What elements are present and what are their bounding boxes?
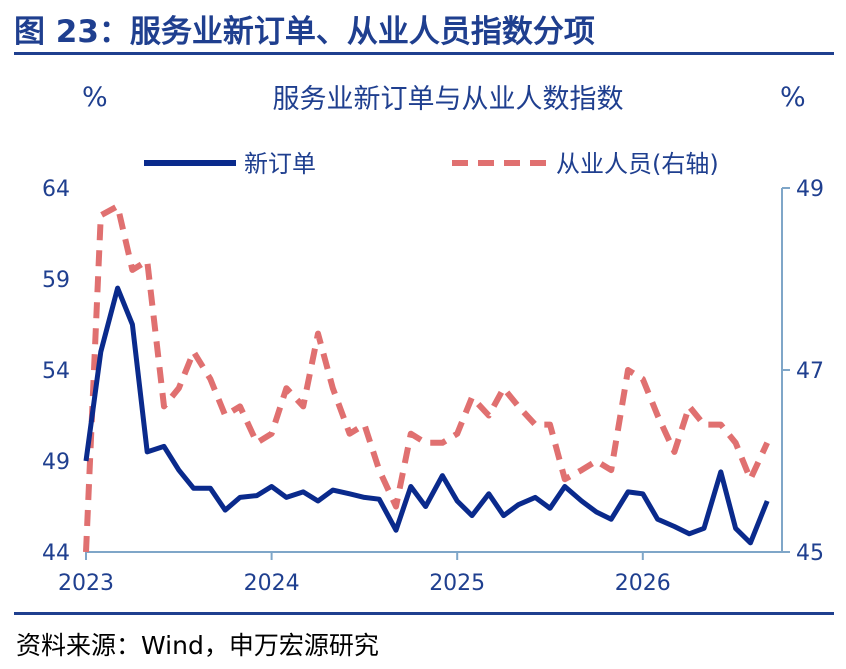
title-rule [14,52,834,55]
legend: 新订单 从业人员(右轴) [144,150,719,178]
right-y-tick-label: 49 [796,177,824,202]
left-unit-label: % [82,82,108,113]
source-note: 资料来源：Wind，申万宏源研究 [16,631,379,660]
x-tick-label: 2024 [244,571,300,596]
series-line-employment [83,203,770,553]
left-y-ticks: 44 49 54 59 64 [42,177,70,566]
x-tick-label: 2026 [615,571,671,596]
right-unit-label: % [780,82,806,113]
left-y-tick-label: 64 [42,177,70,202]
right-y-tick-label: 45 [796,541,824,566]
left-y-tick-label: 59 [42,268,70,293]
right-y-tick-label: 47 [796,359,824,384]
left-y-tick-label: 54 [42,359,70,384]
series-line-new-orders [83,285,770,546]
x-tick-label: 2023 [58,571,114,596]
left-y-tick-label: 49 [42,450,70,475]
legend-label-employment: 从业人员(右轴) [556,150,719,178]
left-y-tick-label: 44 [42,541,70,566]
right-y-ticks: 45 47 49 [782,177,824,566]
figure-title: 图 23：服务业新订单、从业人员指数分项 [14,14,595,50]
legend-label-new-orders: 新订单 [244,150,316,178]
x-tick-label: 2025 [429,571,485,596]
x-ticks: 2023 2024 2025 2026 [58,552,671,596]
source-rule [14,612,834,615]
chart-title: 服务业新订单与从业人数指数 [273,84,624,115]
